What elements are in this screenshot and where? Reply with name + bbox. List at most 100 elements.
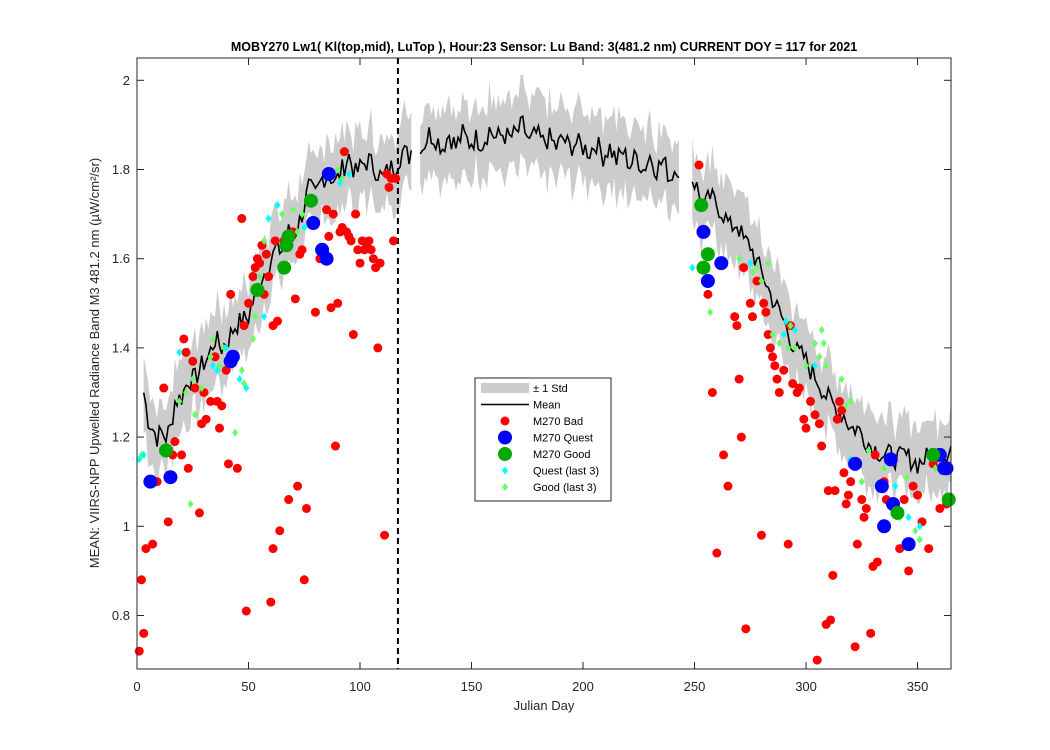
bad-point-44 bbox=[270, 236, 280, 246]
bad-point-83 bbox=[380, 530, 390, 540]
legend: ± 1 Std Mean M270 Bad M270 Quest M270 Good Qu… bbox=[474, 377, 612, 502]
bad-point-23 bbox=[215, 423, 225, 433]
bad-point-82 bbox=[375, 258, 385, 268]
good-last3-point-26 bbox=[707, 308, 714, 317]
quest-last3-point-14 bbox=[689, 263, 696, 272]
quest-last3-point-23 bbox=[916, 522, 923, 531]
bad-point-26 bbox=[223, 459, 233, 469]
quest-point-4 bbox=[306, 216, 321, 231]
bad-point-93 bbox=[719, 450, 729, 460]
legend-label-mean: Mean bbox=[533, 400, 561, 412]
y-tick-label-3: 1.4 bbox=[112, 340, 130, 355]
bad-point-99 bbox=[739, 263, 749, 273]
y-tick-label-2: 1.2 bbox=[112, 430, 130, 445]
good-last3-point-4 bbox=[189, 375, 196, 384]
quest-point-19 bbox=[939, 461, 954, 476]
bad-point-112 bbox=[774, 387, 784, 397]
bad-point-81 bbox=[373, 343, 383, 353]
x-tick-label-4: 200 bbox=[572, 679, 594, 694]
mean-line-2 bbox=[691, 181, 952, 474]
bad-point-28 bbox=[232, 463, 242, 473]
legend-key-good bbox=[498, 447, 512, 461]
bad-point-128 bbox=[826, 615, 836, 625]
good-last3-point-44 bbox=[843, 401, 850, 410]
bad-point-123 bbox=[812, 655, 822, 665]
quest-point-1 bbox=[163, 470, 178, 485]
bad-point-63 bbox=[333, 298, 343, 308]
bad-point-156 bbox=[924, 544, 934, 554]
bad-point-41 bbox=[266, 597, 276, 607]
y-tick-label-5: 1.8 bbox=[112, 162, 130, 177]
x-tick-label-3: 150 bbox=[461, 679, 483, 694]
good-last3-point-48 bbox=[881, 464, 888, 473]
x-tick-label-6: 300 bbox=[795, 679, 817, 694]
quest-last3-point-7 bbox=[243, 384, 250, 393]
bad-point-110 bbox=[770, 361, 780, 371]
bad-point-131 bbox=[832, 414, 842, 424]
good-last3-point-35 bbox=[787, 321, 794, 330]
quest-point-13 bbox=[877, 519, 892, 534]
good-point-0 bbox=[158, 443, 173, 458]
bad-point-56 bbox=[310, 307, 320, 317]
quest-last3-point-18 bbox=[791, 326, 798, 335]
bad-point-135 bbox=[841, 499, 851, 509]
bad-point-21 bbox=[210, 352, 220, 362]
good-last3-point-47 bbox=[865, 446, 872, 455]
quest-last3-point-16 bbox=[780, 330, 787, 339]
good-last3-point-52 bbox=[916, 535, 923, 544]
legend-key-bad bbox=[500, 416, 510, 426]
good-point-11 bbox=[941, 492, 956, 507]
good-last3-point-50 bbox=[903, 473, 910, 482]
bad-point-100 bbox=[741, 624, 751, 634]
bad-point-111 bbox=[772, 374, 782, 384]
legend-key-quest-last3 bbox=[502, 466, 508, 475]
bad-point-60 bbox=[326, 303, 336, 313]
bad-point-101 bbox=[745, 298, 755, 308]
bad-point-7 bbox=[163, 517, 173, 527]
bad-point-9 bbox=[170, 437, 180, 447]
bad-point-151 bbox=[899, 495, 909, 505]
quest-point-8 bbox=[696, 224, 711, 239]
good-point-4 bbox=[281, 229, 296, 244]
good-point-10 bbox=[926, 447, 941, 462]
x-tick-label-1: 50 bbox=[241, 679, 255, 694]
good-point-2 bbox=[277, 260, 292, 275]
good-last3-point-22 bbox=[299, 210, 306, 219]
bad-point-91 bbox=[707, 387, 717, 397]
bad-point-137 bbox=[846, 477, 856, 487]
bad-point-88 bbox=[391, 173, 401, 183]
bad-point-70 bbox=[348, 330, 358, 340]
mean-line-1 bbox=[419, 115, 680, 183]
bad-point-25 bbox=[221, 365, 231, 375]
good-last3-point-7 bbox=[207, 352, 214, 361]
bad-point-62 bbox=[330, 441, 340, 451]
quest-last3-point-17 bbox=[782, 317, 789, 326]
legend-label-quest: M270 Quest bbox=[533, 433, 593, 445]
good-last3-point-36 bbox=[791, 343, 798, 352]
quest-point-6 bbox=[319, 251, 334, 266]
good-last3-point-19 bbox=[278, 210, 285, 219]
good-last3-point-17 bbox=[256, 272, 263, 281]
bad-point-143 bbox=[866, 628, 876, 638]
good-last3-point-1 bbox=[176, 397, 183, 406]
bad-point-145 bbox=[870, 450, 880, 460]
bad-point-138 bbox=[850, 642, 860, 652]
quest-last3-point-13 bbox=[345, 169, 352, 178]
good-last3-point-6 bbox=[198, 384, 205, 393]
good-last3-point-51 bbox=[912, 526, 919, 535]
good-last3-point-3 bbox=[187, 499, 194, 508]
quest-last3-point-22 bbox=[905, 513, 912, 522]
quest-last3-point-6 bbox=[236, 375, 243, 384]
bad-point-24 bbox=[217, 401, 227, 411]
x-tick-label-0: 0 bbox=[133, 679, 140, 694]
bad-point-78 bbox=[366, 245, 376, 255]
quest-last3-point-3 bbox=[209, 361, 216, 370]
y-tick-label-6: 2 bbox=[123, 73, 130, 88]
bad-point-104 bbox=[756, 530, 766, 540]
quest-last3-point-11 bbox=[301, 223, 308, 232]
bad-point-85 bbox=[384, 182, 394, 192]
quest-last3-point-9 bbox=[265, 214, 272, 223]
good-last3-point-13 bbox=[238, 366, 245, 375]
good-last3-point-42 bbox=[823, 361, 830, 370]
bad-point-72 bbox=[353, 245, 363, 255]
